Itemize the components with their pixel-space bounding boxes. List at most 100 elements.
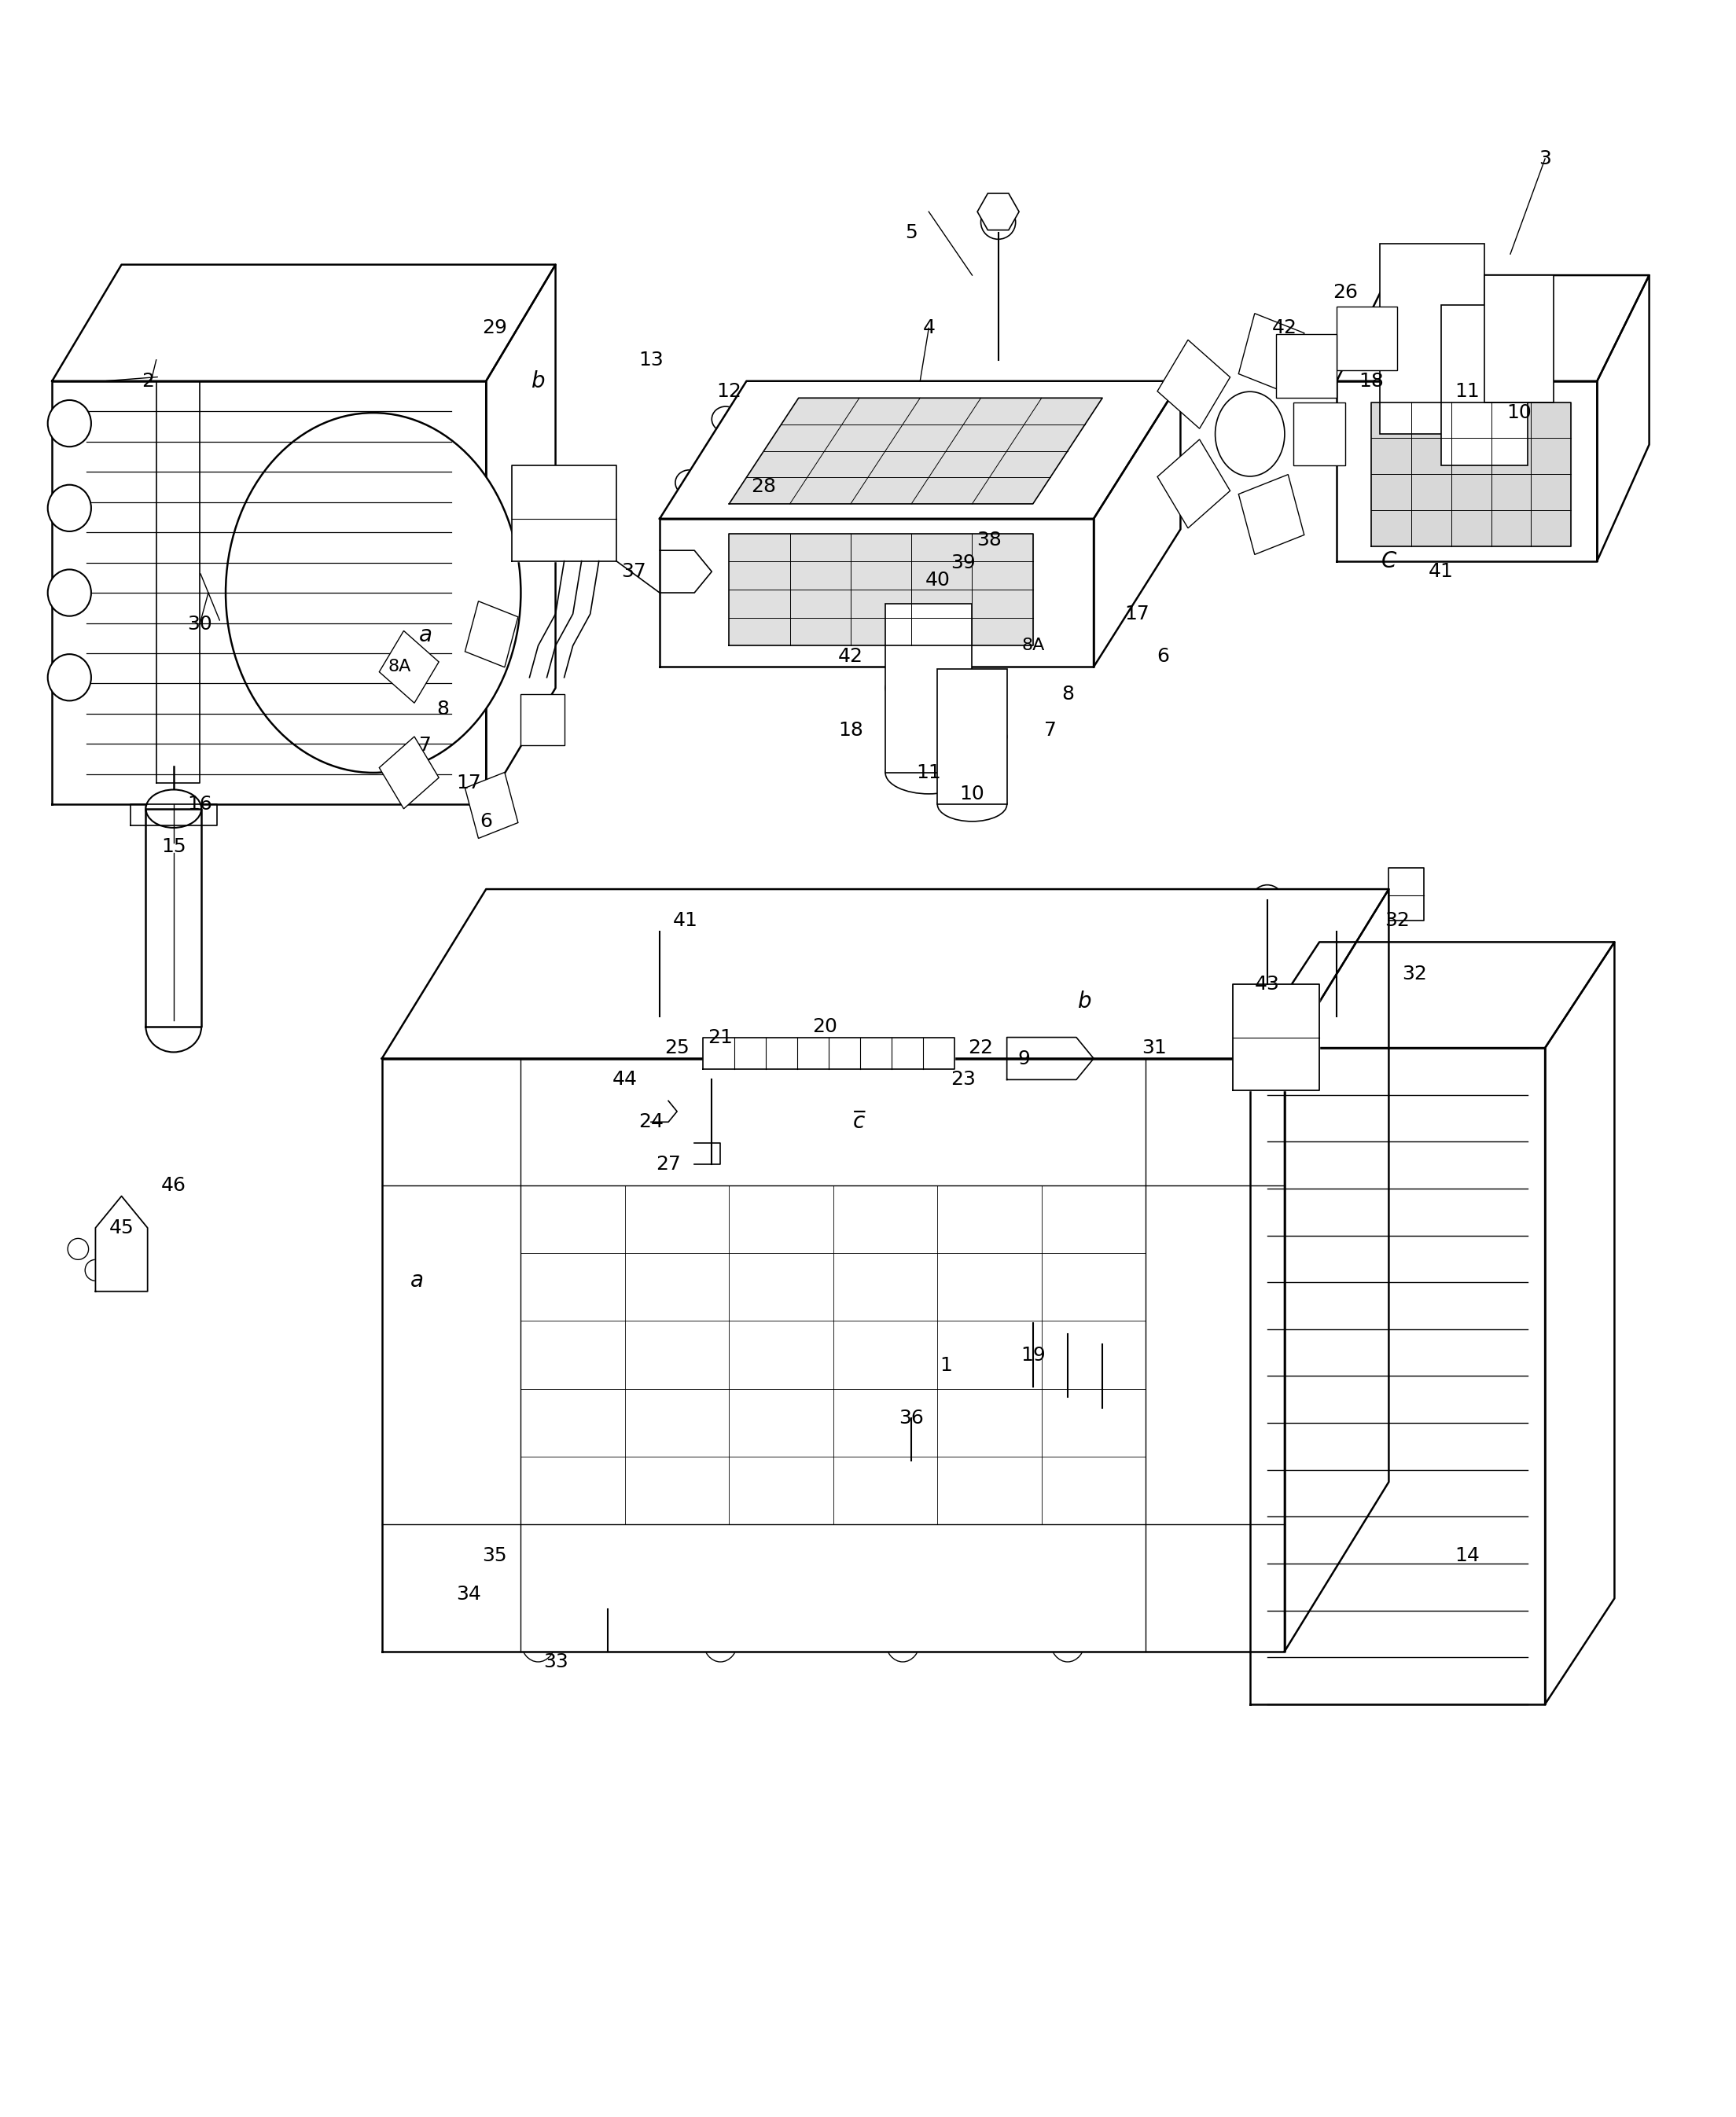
- Polygon shape: [1094, 381, 1180, 667]
- Ellipse shape: [1380, 409, 1484, 459]
- Polygon shape: [1337, 275, 1649, 381]
- Text: 45: 45: [109, 1219, 134, 1236]
- Ellipse shape: [49, 654, 92, 701]
- Polygon shape: [1371, 402, 1571, 546]
- Polygon shape: [660, 381, 1180, 519]
- Polygon shape: [95, 1196, 148, 1291]
- Ellipse shape: [1215, 392, 1285, 476]
- Bar: [937, 669, 1007, 804]
- Polygon shape: [703, 1037, 955, 1069]
- Bar: [1380, 243, 1484, 434]
- Ellipse shape: [981, 205, 1016, 239]
- Polygon shape: [729, 398, 1102, 504]
- Polygon shape: [512, 466, 616, 561]
- Ellipse shape: [1054, 538, 1082, 563]
- Text: 8: 8: [1061, 686, 1075, 703]
- Text: 39: 39: [951, 555, 976, 572]
- Text: C: C: [1382, 550, 1396, 572]
- Text: 15: 15: [161, 838, 186, 855]
- Ellipse shape: [443, 688, 495, 752]
- Text: 30: 30: [187, 616, 212, 633]
- Text: 5: 5: [904, 224, 918, 241]
- Text: 29: 29: [483, 320, 507, 337]
- Ellipse shape: [146, 783, 201, 834]
- Polygon shape: [1250, 1048, 1545, 1704]
- Ellipse shape: [1050, 474, 1078, 500]
- Text: 10: 10: [1507, 404, 1531, 421]
- Text: 31: 31: [1142, 1039, 1167, 1056]
- Ellipse shape: [675, 470, 703, 495]
- Polygon shape: [465, 773, 517, 838]
- Text: 40: 40: [925, 572, 950, 589]
- Ellipse shape: [49, 400, 92, 447]
- Text: 24: 24: [639, 1114, 663, 1130]
- Polygon shape: [146, 809, 201, 1027]
- Text: 44: 44: [613, 1071, 637, 1088]
- Text: 41: 41: [1429, 563, 1453, 580]
- Text: 14: 14: [1455, 1548, 1479, 1564]
- Text: 7: 7: [1043, 722, 1057, 739]
- Text: 18: 18: [838, 722, 863, 739]
- Ellipse shape: [937, 720, 1007, 754]
- Text: 37: 37: [621, 563, 646, 580]
- Text: 8A: 8A: [387, 658, 411, 675]
- Ellipse shape: [226, 413, 521, 773]
- Text: 25: 25: [665, 1039, 689, 1056]
- Text: 9: 9: [1017, 1050, 1031, 1067]
- Polygon shape: [660, 519, 1094, 667]
- Polygon shape: [1238, 313, 1304, 394]
- Polygon shape: [1545, 942, 1614, 1704]
- Polygon shape: [1293, 402, 1345, 466]
- Ellipse shape: [1321, 917, 1352, 946]
- Text: 7: 7: [418, 737, 432, 754]
- Text: 19: 19: [1021, 1346, 1045, 1363]
- Text: 2: 2: [141, 373, 155, 390]
- Text: 8A: 8A: [1021, 637, 1045, 654]
- Text: 18: 18: [1359, 373, 1384, 390]
- Ellipse shape: [49, 485, 92, 531]
- Text: 28: 28: [752, 478, 776, 495]
- Ellipse shape: [894, 1401, 929, 1435]
- Polygon shape: [465, 601, 517, 667]
- Polygon shape: [1337, 381, 1597, 561]
- Text: 12: 12: [717, 383, 741, 400]
- Text: 42: 42: [1272, 320, 1297, 337]
- Ellipse shape: [712, 406, 740, 432]
- Text: a: a: [418, 625, 432, 646]
- Text: 46: 46: [161, 1177, 186, 1194]
- Text: 36: 36: [899, 1410, 924, 1427]
- Ellipse shape: [1252, 885, 1283, 915]
- Bar: [1484, 275, 1554, 402]
- Ellipse shape: [146, 790, 201, 828]
- Text: 10: 10: [960, 785, 984, 802]
- Text: 32: 32: [1385, 912, 1410, 929]
- Ellipse shape: [1484, 322, 1554, 356]
- Ellipse shape: [146, 1001, 201, 1052]
- Polygon shape: [1250, 942, 1614, 1048]
- Text: c̅: c̅: [854, 1111, 865, 1133]
- Text: 6: 6: [1156, 648, 1170, 665]
- Polygon shape: [382, 1058, 1285, 1651]
- Polygon shape: [1276, 334, 1337, 398]
- Polygon shape: [521, 694, 564, 745]
- Polygon shape: [486, 265, 556, 804]
- Ellipse shape: [1062, 411, 1090, 436]
- Ellipse shape: [644, 917, 675, 946]
- Polygon shape: [1158, 440, 1231, 527]
- Ellipse shape: [1017, 1308, 1049, 1338]
- Polygon shape: [1238, 474, 1304, 555]
- Text: 23: 23: [951, 1071, 976, 1088]
- Text: 11: 11: [1455, 383, 1479, 400]
- Polygon shape: [977, 193, 1019, 231]
- Text: 1: 1: [939, 1357, 953, 1374]
- Text: 11: 11: [917, 764, 941, 781]
- Polygon shape: [52, 381, 486, 804]
- Bar: [885, 603, 972, 773]
- Bar: [1441, 305, 1528, 466]
- Text: 43: 43: [1255, 976, 1279, 993]
- Text: 6: 6: [479, 813, 493, 830]
- Ellipse shape: [1441, 364, 1528, 406]
- Polygon shape: [1597, 275, 1649, 561]
- Polygon shape: [1337, 307, 1397, 370]
- Text: 35: 35: [483, 1548, 507, 1564]
